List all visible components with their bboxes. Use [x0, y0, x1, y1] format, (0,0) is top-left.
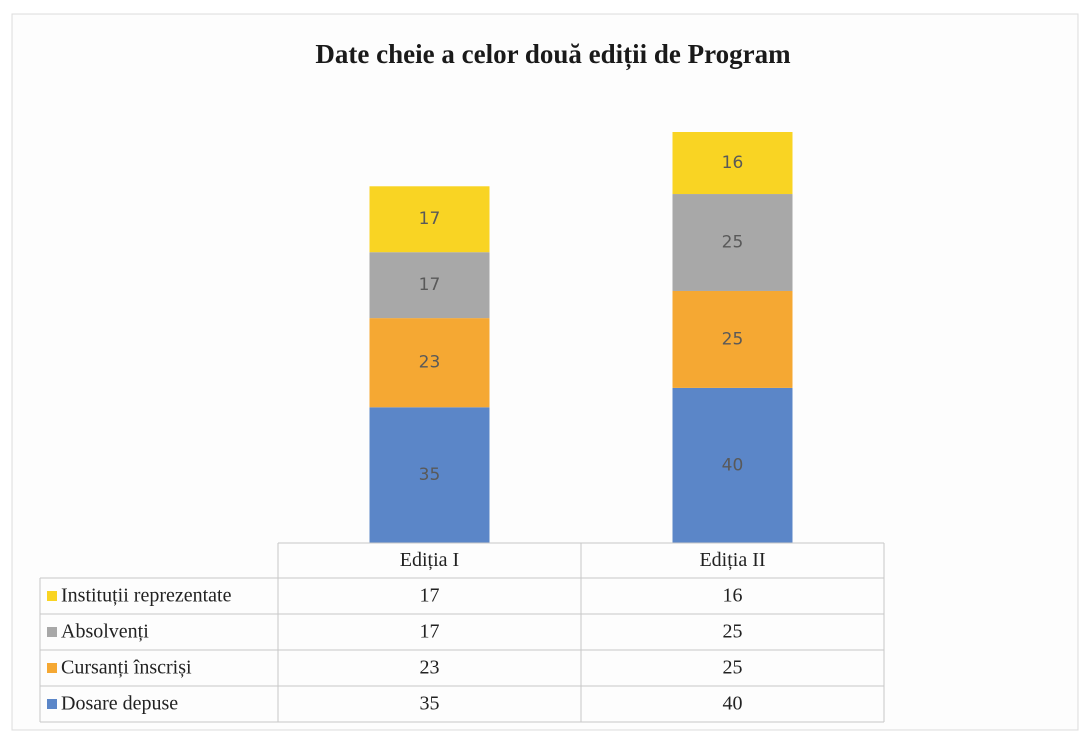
bar-segment	[672, 132, 793, 195]
bar-segment	[369, 407, 490, 543]
data-label: 16	[722, 153, 744, 173]
table-value: 40	[723, 693, 743, 715]
legend-swatch	[47, 663, 57, 673]
data-label: 17	[419, 275, 441, 295]
data-label: 35	[419, 465, 441, 485]
chart-frame	[11, 13, 1079, 731]
table-value: 17	[420, 585, 440, 607]
bar-segment	[672, 194, 793, 291]
table-value: 17	[420, 621, 440, 643]
bar-segment	[369, 318, 490, 408]
legend-swatch	[47, 699, 57, 709]
data-label: 40	[722, 455, 744, 475]
bar-segment	[672, 290, 793, 388]
legend-swatch	[47, 591, 57, 601]
legend-label: Absolvenți	[61, 621, 149, 643]
x-tick-label: Ediția I	[400, 549, 459, 571]
data-label: 17	[419, 209, 441, 229]
chart-title: Date cheie a celor două ediții de Progra…	[315, 39, 791, 70]
data-label: 25	[722, 329, 744, 349]
table-value: 16	[723, 585, 743, 607]
bar-segment	[369, 186, 490, 253]
data-label: 23	[419, 353, 441, 373]
bar-segment	[672, 387, 793, 543]
legend-label: Instituții reprezentate	[61, 585, 232, 607]
table-value: 35	[420, 693, 440, 715]
legend-swatch	[47, 627, 57, 637]
data-label: 25	[722, 233, 744, 253]
x-tick-label: Ediția II	[699, 549, 765, 571]
legend-label: Dosare depuse	[61, 693, 178, 715]
table-value: 23	[420, 657, 440, 679]
legend-label: Cursanți înscriși	[61, 657, 192, 679]
table-value: 25	[723, 621, 743, 643]
table-value: 25	[723, 657, 743, 679]
bar-segment	[369, 252, 490, 319]
